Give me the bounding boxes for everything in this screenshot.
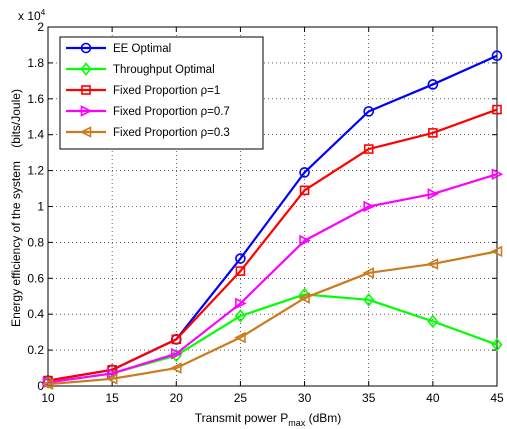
legend-marker (80, 42, 92, 54)
axis-ticks: 10 15 20 25 30 35 40 45 0 0.2 0.4 0.6 0.8 1 1.2 1.4 1.6 1… (27, 20, 504, 405)
y-tick-label: 1 (37, 200, 44, 214)
y-tick-label: 0.6 (27, 271, 44, 285)
x-tick-label: 45 (490, 391, 504, 405)
legend-entry: Fixed Proportion ρ=0.7 (66, 105, 230, 118)
legend-label: Fixed Proportion ρ=0.3 (113, 127, 230, 139)
data-point (491, 337, 503, 352)
data-point (169, 362, 182, 374)
x-axis-label: Transmit power Pmax (dBm) (195, 411, 342, 428)
legend-marker (80, 105, 93, 117)
data-point (170, 347, 183, 360)
x-tick-label: 35 (362, 391, 376, 405)
x-axis-label-subscript: max (288, 418, 306, 428)
data-point (234, 331, 246, 344)
legend-label: Fixed Proportion ρ=0.7 (113, 106, 230, 118)
data-point (105, 373, 118, 385)
data-point (299, 234, 311, 247)
legend-label: EE Optimal (113, 43, 171, 55)
data-point (41, 378, 54, 390)
y-tick-label: 0.2 (27, 343, 44, 357)
data-point (235, 266, 246, 276)
data-point (299, 167, 310, 178)
y-tick-label: 0 (37, 379, 44, 393)
data-point (363, 293, 375, 307)
x-tick-label: 30 (298, 391, 312, 405)
data-point (235, 297, 247, 310)
legend-marker (81, 85, 91, 95)
x-tick-label: 15 (105, 391, 119, 405)
data-point (363, 200, 376, 213)
data-point (427, 188, 440, 200)
legend-marker (80, 62, 92, 76)
data-point (427, 314, 439, 329)
data-point (426, 258, 439, 270)
data-point (362, 267, 375, 279)
series-4 (42, 168, 504, 389)
series-line (47, 173, 498, 384)
data-point (427, 79, 439, 90)
legend-marker (79, 126, 92, 138)
y-tick-label: 1.4 (27, 128, 44, 142)
legend-label: Throughput Optimal (113, 64, 215, 76)
y-axis-label: Energy efficiency of the system (bits/Jo… (9, 89, 23, 327)
data-point (235, 253, 246, 264)
data-point (363, 144, 374, 154)
legend-entry: Throughput Optimal (66, 62, 215, 76)
data-point (492, 104, 502, 115)
data-point (491, 50, 503, 62)
data-point (428, 128, 438, 138)
x-tick-label: 10 (41, 391, 55, 405)
series-5 (41, 245, 503, 390)
y-exponent-power: 4 (41, 8, 46, 17)
y-tick-label: 0.8 (27, 235, 44, 249)
y-exponent-label: x 104 (18, 8, 46, 23)
y-tick-label: 1.8 (27, 56, 44, 70)
legend-entry: EE Optimal (66, 42, 171, 55)
data-point (234, 309, 246, 323)
data-point (42, 376, 55, 389)
legend-entry: Fixed Proportion ρ=0.3 (66, 126, 230, 139)
x-tick-label: 25 (234, 391, 248, 405)
series-line (47, 250, 498, 386)
legend-box (59, 36, 264, 150)
legend: EE Optimal Throughput Optimal Fixed Propor… (59, 36, 264, 150)
data-point (298, 292, 310, 304)
series-line (47, 108, 498, 382)
data-point (363, 106, 375, 117)
x-tick-label: 40 (426, 391, 440, 405)
legend-entry: Fixed Proportion ρ=1 (66, 85, 220, 97)
data-point (491, 168, 504, 180)
y-tick-label: 2 (37, 20, 44, 34)
data-point (490, 245, 503, 258)
data-point (299, 185, 310, 196)
x-tick-label: 20 (170, 391, 184, 405)
x-axis-label-unit: (dBm) (305, 411, 341, 425)
data-point (171, 334, 182, 345)
y-tick-label: 1.2 (27, 164, 44, 178)
y-tick-label: 1.6 (27, 92, 44, 106)
y-tick-label: 0.4 (27, 307, 44, 321)
legend-label: Fixed Proportion ρ=1 (113, 85, 220, 97)
series-group (41, 50, 504, 390)
